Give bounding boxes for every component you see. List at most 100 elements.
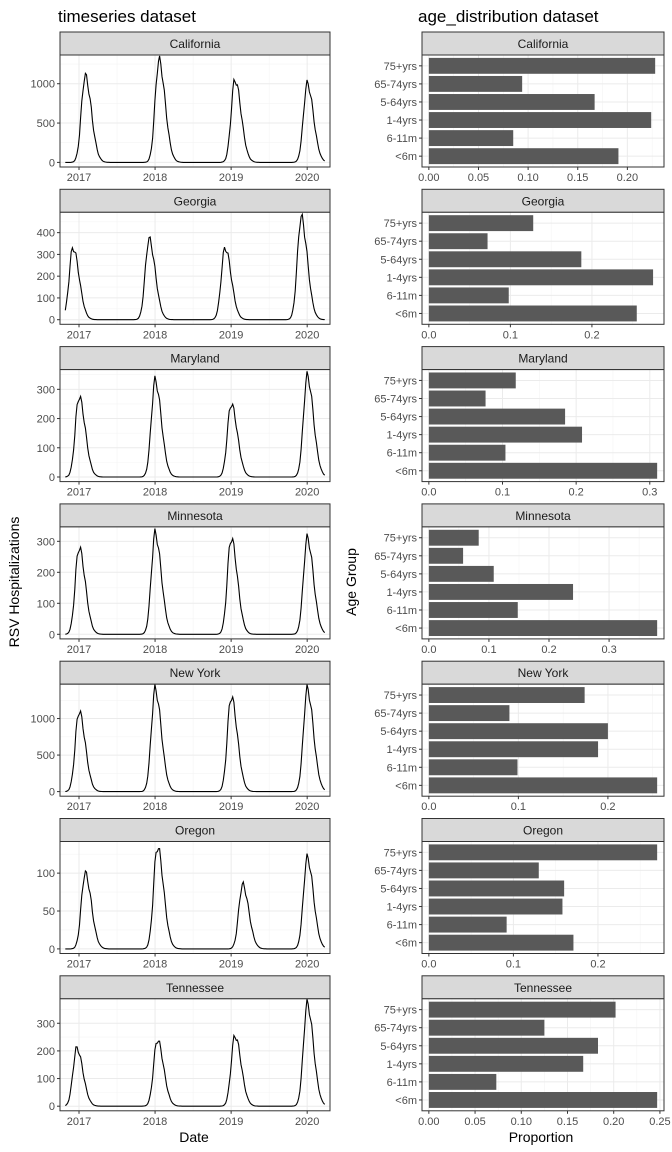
age-maryland-bar: [428, 462, 658, 479]
left-chart-title: timeseries dataset: [58, 7, 196, 26]
age-maryland-y-tick-label: 75+yrs: [384, 375, 418, 387]
age-minnesota-y-tick-label: 75+yrs: [384, 533, 418, 545]
age-california-x-tick-label: 0.10: [517, 172, 538, 184]
ts-georgia-strip-label: Georgia: [174, 194, 217, 208]
age-georgia-y-tick-label: 6-11m: [387, 290, 417, 302]
ts-new-york-x-tick-label: 2020: [295, 801, 319, 813]
age-maryland-panel-border: [421, 369, 665, 483]
ts-maryland-y-tick-label: 0: [49, 472, 55, 484]
age-tennessee-x-tick-label: 0.05: [464, 1116, 485, 1128]
ts-georgia-y-tick-label: 200: [37, 271, 55, 283]
age-tennessee-panel-border: [421, 998, 665, 1112]
ts-california-x-tick-label: 2020: [295, 172, 319, 184]
ts-oregon-strip-label: Oregon: [175, 824, 215, 838]
ts-new-york-y-tick-label: 1000: [31, 714, 55, 726]
age-georgia-y-tick-label: 1-4yrs: [386, 272, 417, 284]
age-georgia-bar: [428, 269, 654, 286]
age-maryland-y-tick-label: <6m: [395, 466, 417, 478]
age-new-york-y-tick-label: 75+yrs: [384, 690, 418, 702]
age-new-york-y-tick-label: 65-74yrs: [374, 708, 417, 720]
ts-minnesota-y-tick-label: 0: [49, 629, 55, 641]
ts-california-x-tick-label: 2017: [67, 172, 91, 184]
age-california-y-tick-label: 1-4yrs: [386, 115, 417, 127]
age-maryland-bar: [428, 408, 566, 425]
ts-maryland-x-tick-label: 2017: [67, 487, 91, 499]
age-georgia-bar: [428, 215, 534, 232]
age-oregon-bar: [428, 934, 574, 951]
age-oregon-x-tick-label: 0.0: [421, 959, 436, 971]
ts-oregon-x-tick-label: 2017: [67, 959, 91, 971]
ts-maryland-y-tick-label: 100: [37, 443, 55, 455]
age-california-bar: [428, 112, 652, 128]
age-maryland-x-tick-label: 0.1: [495, 487, 510, 499]
ts-california-strip-label: California: [170, 37, 221, 51]
age-oregon-y-tick-label: 6-11m: [387, 920, 417, 932]
ts-maryland-panel-border: [59, 369, 331, 483]
age-tennessee-y-tick-label: 65-74yrs: [374, 1023, 417, 1035]
ts-oregon-series-line: [65, 848, 326, 950]
age-oregon-bar: [428, 916, 507, 933]
age-tennessee-bar: [428, 1001, 616, 1018]
age-georgia-bar: [428, 287, 509, 304]
ts-minnesota-y-tick-label: 200: [37, 567, 55, 579]
age-maryland-bar: [428, 390, 486, 407]
ts-tennessee-series-line: [64, 998, 326, 1107]
age-georgia-x-tick-label: 0.2: [584, 329, 599, 341]
age-california-panel-border: [421, 54, 665, 168]
age-georgia-bar: [428, 305, 637, 322]
age-minnesota-x-tick-label: 0.3: [601, 644, 616, 656]
age-minnesota-bar: [428, 565, 494, 582]
age-california-x-tick-label: 0.05: [468, 172, 489, 184]
age-maryland-y-tick-label: 1-4yrs: [386, 430, 417, 442]
ts-tennessee-x-tick-label: 2017: [67, 1116, 91, 1128]
ts-california-panel-bg: [60, 55, 330, 167]
ts-new-york-y-tick-label: 500: [37, 750, 55, 762]
age-tennessee-x-tick-label: 0.00: [418, 1116, 439, 1128]
age-california-bar: [428, 94, 595, 110]
ts-california-x-tick-label: 2018: [143, 172, 167, 184]
age-georgia-x-tick-label: 0.0: [421, 329, 436, 341]
ts-california-y-tick-label: 500: [37, 118, 55, 130]
age-new-york-y-tick-label: <6m: [395, 780, 417, 792]
age-maryland-x-tick-label: 0.0: [421, 487, 436, 499]
ts-tennessee-y-tick-label: 200: [37, 1046, 55, 1058]
age-new-york-strip-label: New York: [518, 666, 570, 680]
age-new-york-x-tick-label: 0.1: [511, 801, 526, 813]
age-california-bar: [428, 57, 656, 74]
ts-minnesota-strip-label: Minnesota: [167, 509, 223, 523]
age-minnesota-strip-label: Minnesota: [515, 509, 571, 523]
age-maryland-y-tick-label: 6-11m: [387, 448, 417, 460]
ts-maryland-series-line: [65, 371, 326, 478]
age-california-y-tick-label: <6m: [395, 151, 417, 163]
age-california-y-tick-label: 65-74yrs: [374, 79, 417, 91]
ts-minnesota-panel-border: [59, 526, 331, 640]
ts-maryland-x-tick-label: 2018: [143, 487, 167, 499]
age-oregon-y-tick-label: 75+yrs: [384, 847, 418, 859]
age-oregon-panel-border: [421, 841, 665, 954]
age-minnesota-x-tick-label: 0.0: [421, 644, 436, 656]
age-maryland-bar: [428, 426, 583, 443]
age-tennessee-bar: [428, 1092, 658, 1108]
ts-tennessee-y-tick-label: 100: [37, 1074, 55, 1086]
ts-oregon-x-tick-label: 2019: [219, 959, 243, 971]
age-oregon-bar: [428, 862, 539, 879]
ts-oregon-x-tick-label: 2018: [143, 959, 167, 971]
age-california-bar: [428, 75, 523, 92]
ts-minnesota-x-tick-label: 2019: [219, 644, 243, 656]
ts-georgia-y-tick-label: 0: [49, 315, 55, 327]
age-new-york-x-tick-label: 0.2: [600, 801, 615, 813]
ts-oregon-panel-bg: [60, 841, 330, 954]
age-tennessee-bar: [428, 1073, 497, 1090]
ts-new-york-x-tick-label: 2019: [219, 801, 243, 813]
age-california-x-tick-label: 0.20: [617, 172, 638, 184]
ts-maryland-x-tick-label: 2020: [295, 487, 319, 499]
age-california-bar: [428, 130, 514, 147]
age-minnesota-bar: [428, 602, 518, 618]
age-maryland-y-tick-label: 5-64yrs: [380, 412, 417, 424]
ts-california-y-tick-label: 1000: [31, 79, 55, 91]
ts-georgia-x-tick-label: 2018: [143, 329, 167, 341]
ts-california-y-tick-label: 0: [49, 157, 55, 169]
age-new-york-x-tick-label: 0.0: [421, 801, 436, 813]
ts-oregon-x-tick-label: 2020: [295, 959, 319, 971]
